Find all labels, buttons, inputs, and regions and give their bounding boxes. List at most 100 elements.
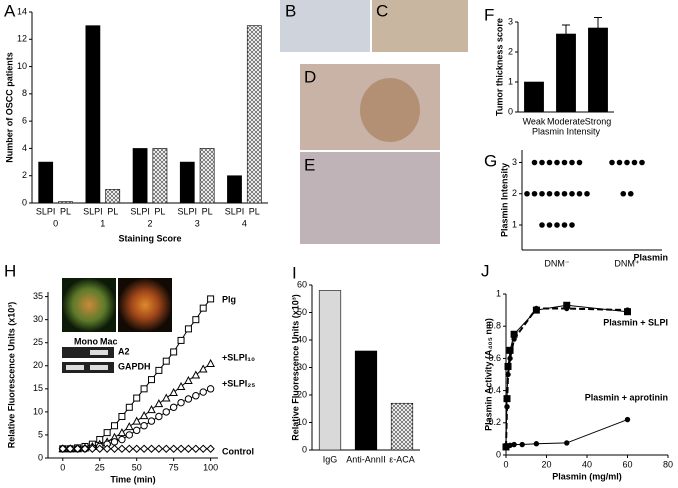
y-tick-label: 1 bbox=[508, 76, 513, 86]
x-tick-label: 60 bbox=[622, 459, 632, 469]
gel-band bbox=[66, 365, 84, 370]
marker bbox=[125, 403, 133, 411]
bar bbox=[556, 33, 576, 113]
y-tick-label: 2 bbox=[512, 188, 517, 198]
x-axis-label: Plasmin (mg/ml) bbox=[552, 471, 622, 481]
marker bbox=[147, 405, 156, 414]
y-tick-label: 1 bbox=[496, 288, 501, 298]
series-label: +SLPI₁₀ bbox=[222, 352, 255, 362]
x-tick-label: Moderate bbox=[547, 116, 585, 126]
marker bbox=[162, 444, 171, 453]
bar bbox=[105, 189, 121, 204]
y-tick-label: 8 bbox=[22, 88, 27, 98]
marker bbox=[184, 444, 193, 453]
microscopy-image bbox=[62, 278, 116, 332]
y-tick-label: 0 bbox=[22, 197, 27, 207]
marker bbox=[95, 444, 104, 453]
marker bbox=[124, 422, 134, 431]
dot bbox=[539, 190, 545, 197]
x-axis-label: Staining Score bbox=[118, 233, 181, 243]
y-tick-label: 6 bbox=[22, 116, 27, 126]
y-tick-label: 12 bbox=[17, 34, 27, 44]
marker bbox=[140, 385, 148, 393]
bar bbox=[588, 27, 608, 113]
series-label: Plasmin + SLPI bbox=[603, 317, 668, 327]
marker bbox=[139, 444, 149, 453]
y-tick-label: 5 bbox=[38, 429, 43, 439]
y-tick-label: 1 bbox=[512, 219, 517, 229]
bar bbox=[354, 350, 378, 451]
marker bbox=[80, 444, 90, 453]
x-tick-label: 0 bbox=[53, 218, 58, 228]
marker bbox=[206, 358, 215, 367]
bar bbox=[179, 161, 195, 204]
x-tick-label: 0 bbox=[60, 462, 65, 472]
series-label: SLPI bbox=[225, 206, 245, 216]
series-label: Plasmin bbox=[633, 252, 668, 262]
series-label: Plg bbox=[222, 294, 236, 304]
y-tick-label: 2 bbox=[508, 46, 513, 56]
marker bbox=[206, 385, 215, 393]
x-tick-label: Weak bbox=[523, 116, 546, 126]
dot bbox=[554, 222, 560, 228]
marker bbox=[177, 336, 185, 344]
dot bbox=[609, 159, 615, 166]
panel-label: D bbox=[304, 67, 316, 86]
dot bbox=[569, 222, 575, 228]
marker bbox=[624, 416, 631, 423]
marker bbox=[192, 392, 200, 400]
series-label: Plasmin + aprotinin bbox=[585, 392, 668, 402]
series-label: SLPI bbox=[130, 206, 150, 216]
y-tick-label: 3 bbox=[508, 16, 513, 26]
bar bbox=[318, 290, 342, 451]
y-tick-label: 10 bbox=[297, 417, 307, 427]
marker bbox=[177, 398, 185, 407]
marker bbox=[184, 325, 192, 333]
panel-label: J bbox=[481, 261, 490, 280]
marker bbox=[533, 305, 540, 312]
marker bbox=[184, 395, 193, 403]
panel-label: G bbox=[484, 151, 497, 170]
marker bbox=[133, 394, 141, 402]
series-label: SLPI bbox=[83, 206, 103, 216]
y-axis-label: Relative Fluorescence Units (x10³) bbox=[290, 294, 300, 441]
dot bbox=[561, 159, 568, 166]
series-label: SLPI bbox=[36, 206, 56, 216]
bar bbox=[390, 402, 414, 451]
marker bbox=[118, 435, 126, 444]
marker bbox=[169, 444, 178, 453]
y-tick-label: 0.8 bbox=[488, 321, 501, 331]
y-tick-label: 0 bbox=[508, 106, 513, 116]
y-tick-label: 0.4 bbox=[488, 385, 501, 395]
series-label: SLPI bbox=[178, 206, 198, 216]
dot bbox=[546, 159, 553, 166]
marker bbox=[184, 375, 193, 385]
dot bbox=[546, 222, 553, 228]
y-tick-label: 2 bbox=[22, 170, 27, 180]
marker bbox=[506, 346, 514, 354]
marker bbox=[154, 399, 164, 408]
marker bbox=[140, 422, 148, 430]
bar bbox=[246, 25, 262, 204]
x-tick-label: 50 bbox=[132, 462, 142, 472]
y-tick-label: 3 bbox=[512, 157, 517, 167]
annotation: Mac bbox=[100, 336, 118, 346]
y-tick-label: 0.2 bbox=[488, 417, 501, 427]
dot bbox=[620, 190, 627, 197]
x-tick-label: 75 bbox=[169, 462, 179, 472]
marker bbox=[147, 417, 156, 425]
y-tick-label: 10 bbox=[17, 61, 27, 71]
y-tick-label: 0 bbox=[302, 444, 307, 454]
marker bbox=[199, 304, 207, 312]
x-tick-label: IgG bbox=[323, 454, 338, 464]
marker bbox=[117, 444, 127, 453]
marker bbox=[192, 316, 200, 324]
annotation: Mono bbox=[74, 336, 98, 346]
stained-region bbox=[360, 78, 420, 142]
x-tick-label: Anti-AnnII bbox=[346, 454, 386, 464]
dot bbox=[561, 190, 568, 197]
marker bbox=[132, 416, 142, 425]
marker bbox=[191, 444, 201, 453]
dot bbox=[624, 159, 630, 166]
y-axis-label: Plasmin Intensity bbox=[499, 163, 509, 237]
